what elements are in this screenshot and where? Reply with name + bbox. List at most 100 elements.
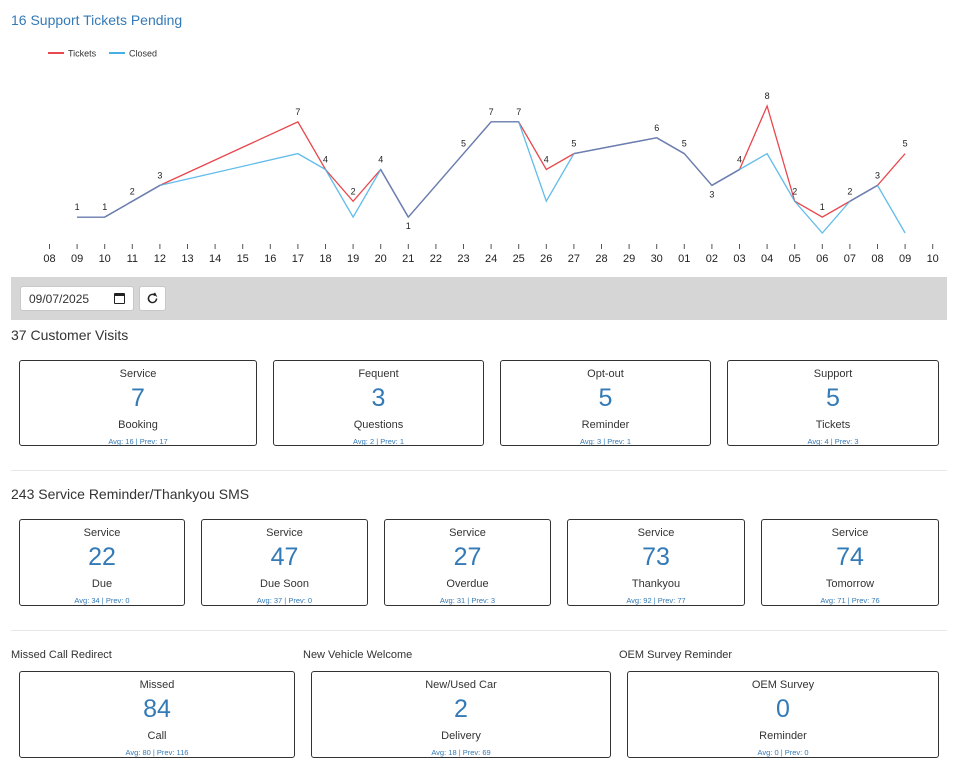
card-top-label: Missed bbox=[139, 679, 175, 691]
customer-visit-card[interactable]: Service 7 Booking Avg: 16 | Prev: 17 bbox=[19, 360, 257, 446]
x-tick-label: 08 bbox=[43, 253, 55, 265]
card-top-label: Service bbox=[119, 368, 157, 380]
card-top-label: Fequent bbox=[358, 368, 399, 380]
card-bottom-label: Reminder bbox=[759, 730, 807, 742]
series-line-closed bbox=[77, 121, 906, 234]
point-label: 1 bbox=[406, 221, 411, 231]
card-value: 47 bbox=[270, 543, 299, 571]
card-value: 3 bbox=[371, 384, 386, 412]
calendar-icon[interactable] bbox=[114, 293, 125, 304]
sms-card[interactable]: Service 22 Due Avg: 34 | Prev: 0 bbox=[19, 519, 185, 606]
series-overlap-segment bbox=[463, 121, 492, 155]
x-tick-label: 04 bbox=[761, 253, 773, 265]
sms-title: 243 Service Reminder/Thankyou SMS bbox=[11, 486, 250, 502]
point-label: 1 bbox=[75, 202, 80, 212]
point-label: 5 bbox=[571, 139, 576, 149]
x-tick-label: 01 bbox=[678, 253, 690, 265]
x-tick-label: 23 bbox=[457, 253, 469, 265]
customer-visit-card[interactable]: Opt-out 5 Reminder Avg: 3 | Prev: 1 bbox=[500, 360, 711, 446]
point-label: 2 bbox=[792, 186, 797, 196]
card-bottom-label: Reminder bbox=[581, 419, 630, 431]
card-bottom-label: Due bbox=[91, 578, 113, 590]
date-input[interactable]: 09/07/2025 bbox=[20, 286, 134, 311]
point-label: 6 bbox=[654, 123, 659, 133]
point-label: 3 bbox=[157, 170, 162, 180]
x-tick-label: 29 bbox=[623, 253, 635, 265]
card-value: 27 bbox=[453, 543, 482, 571]
series-overlap-segment bbox=[131, 184, 161, 202]
point-label: 7 bbox=[295, 107, 300, 117]
card-avg-prev: Avg: 80 | Prev: 116 bbox=[125, 748, 189, 757]
date-value: 09/07/2025 bbox=[29, 291, 90, 306]
card-top-label: Service bbox=[637, 527, 675, 539]
legend-label-tickets[interactable]: Tickets bbox=[68, 49, 97, 59]
point-label: 1 bbox=[820, 202, 825, 212]
x-tick-label: 11 bbox=[127, 253, 138, 265]
legend-label-closed[interactable]: Closed bbox=[129, 49, 157, 59]
customer-visit-card[interactable]: Support 5 Tickets Avg: 4 | Prev: 3 bbox=[727, 360, 939, 446]
x-tick-label: 27 bbox=[568, 253, 580, 265]
series-overlap-segment bbox=[711, 168, 740, 186]
card-avg-prev: Avg: 37 | Prev: 0 bbox=[256, 596, 313, 605]
x-tick-label: 16 bbox=[264, 253, 276, 265]
series-overlap-segment bbox=[683, 153, 713, 186]
card-bottom-label: Thankyou bbox=[631, 578, 681, 590]
x-tick-label: 12 bbox=[154, 253, 166, 265]
series-overlap-segment bbox=[849, 184, 878, 202]
point-label: 8 bbox=[765, 91, 770, 101]
card-bottom-label: Booking bbox=[118, 419, 158, 431]
x-tick-label: 02 bbox=[706, 253, 718, 265]
x-tick-label: 21 bbox=[402, 253, 414, 265]
campaign-card[interactable]: Missed 84 Call Avg: 80 | Prev: 116 bbox=[19, 671, 295, 758]
card-bottom-label: Call bbox=[147, 730, 167, 742]
new-vehicle-welcome-title: New Vehicle Welcome bbox=[303, 649, 413, 661]
card-value: 22 bbox=[88, 543, 116, 571]
card-top-label: Service bbox=[831, 527, 869, 539]
divider bbox=[11, 630, 947, 631]
divider bbox=[11, 470, 947, 471]
x-tick-label: 08 bbox=[871, 253, 883, 265]
oem-survey-reminder-title: OEM Survey Reminder bbox=[619, 649, 733, 661]
x-tick-label: 09 bbox=[71, 253, 83, 265]
card-avg-prev: Avg: 71 | Prev: 76 bbox=[820, 596, 880, 605]
point-label: 2 bbox=[351, 186, 356, 196]
card-top-label: Support bbox=[813, 368, 853, 380]
sms-card[interactable]: Service 47 Due Soon Avg: 37 | Prev: 0 bbox=[201, 519, 368, 606]
refresh-icon bbox=[147, 292, 158, 304]
point-label: 4 bbox=[378, 155, 383, 165]
sms-card[interactable]: Service 27 Overdue Avg: 31 | Prev: 3 bbox=[384, 519, 551, 606]
card-value: 0 bbox=[776, 695, 790, 723]
card-top-label: Service bbox=[83, 527, 121, 539]
x-tick-label: 15 bbox=[237, 253, 249, 265]
customer-visits-title: 37 Customer Visits bbox=[11, 327, 129, 343]
sms-card[interactable]: Service 73 Thankyou Avg: 92 | Prev: 77 bbox=[567, 519, 745, 606]
series-overlap-segment bbox=[656, 137, 685, 155]
point-label: 5 bbox=[461, 139, 466, 149]
x-tick-label: 09 bbox=[899, 253, 911, 265]
x-tick-label: 30 bbox=[651, 253, 663, 265]
x-tick-label: 20 bbox=[375, 253, 387, 265]
x-tick-label: 24 bbox=[485, 253, 497, 265]
point-label: 7 bbox=[516, 107, 521, 117]
card-value: 5 bbox=[826, 384, 840, 412]
card-value: 74 bbox=[836, 543, 864, 571]
x-tick-label: 05 bbox=[789, 253, 801, 265]
card-value: 2 bbox=[454, 695, 468, 723]
x-tick-label: 10 bbox=[927, 253, 939, 265]
campaign-card[interactable]: OEM Survey 0 Reminder Avg: 0 | Prev: 0 bbox=[627, 671, 939, 758]
card-avg-prev: Avg: 18 | Prev: 69 bbox=[431, 748, 491, 757]
card-top-label: Service bbox=[449, 527, 486, 539]
card-top-label: Opt-out bbox=[587, 368, 624, 380]
x-tick-label: 28 bbox=[595, 253, 607, 265]
x-tick-label: 18 bbox=[319, 253, 331, 265]
card-avg-prev: Avg: 34 | Prev: 0 bbox=[74, 596, 130, 605]
series-overlap-segment bbox=[380, 169, 409, 218]
sms-card[interactable]: Service 74 Tomorrow Avg: 71 | Prev: 76 bbox=[761, 519, 939, 606]
refresh-button[interactable] bbox=[139, 286, 166, 311]
card-value: 73 bbox=[642, 543, 670, 571]
page-title: 16 Support Tickets Pending bbox=[11, 12, 183, 28]
card-avg-prev: Avg: 4 | Prev: 3 bbox=[807, 437, 859, 446]
customer-visit-card[interactable]: Fequent 3 Questions Avg: 2 | Prev: 1 bbox=[273, 360, 484, 446]
campaign-card[interactable]: New/Used Car 2 Delivery Avg: 18 | Prev: 69 bbox=[311, 671, 611, 758]
